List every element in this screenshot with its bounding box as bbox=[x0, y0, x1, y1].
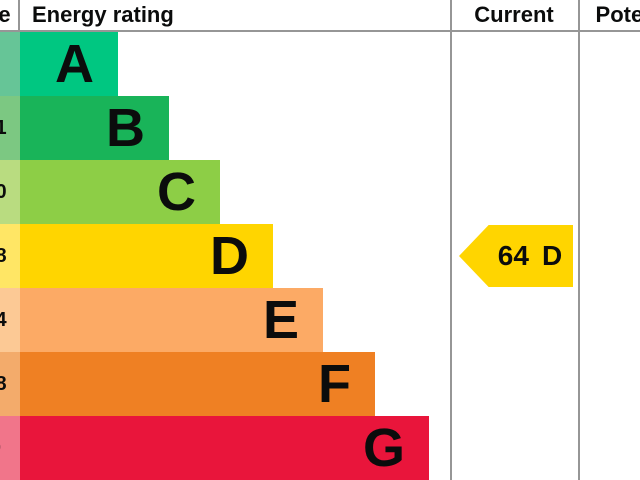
current-column-left-border bbox=[450, 0, 452, 480]
score-range-g: 1-20 bbox=[0, 437, 1, 460]
band-letter-a: A bbox=[55, 34, 94, 94]
band-row-c: 69-80 C bbox=[0, 160, 640, 224]
score-cell-e: 39-54 bbox=[0, 288, 20, 352]
band-bar-c: C bbox=[20, 160, 220, 224]
band-row-f: 21-38 F bbox=[0, 352, 640, 416]
score-range-e: 39-54 bbox=[0, 308, 7, 331]
score-range-d: 55-68 bbox=[0, 244, 7, 267]
band-letter-e: E bbox=[262, 290, 299, 350]
band-bar-f: F bbox=[20, 352, 375, 416]
band-letter-b: B bbox=[106, 98, 145, 158]
band-row-e: 39-54 E bbox=[0, 288, 640, 352]
band-letter-f: F bbox=[318, 354, 351, 414]
table-header: Score Energy rating Current Potential bbox=[0, 0, 640, 32]
band-row-d: 55-68 D bbox=[0, 224, 640, 288]
band-bar-e: E bbox=[20, 288, 323, 352]
score-cell-b: 81-91 bbox=[0, 96, 20, 160]
band-letter-g: G bbox=[362, 418, 405, 478]
current-column-header: Current bbox=[474, 2, 554, 27]
band-bar-a: A bbox=[20, 32, 118, 96]
band-letter-c: C bbox=[157, 162, 196, 222]
score-cell-c: 69-80 bbox=[0, 160, 20, 224]
score-cell-a: 92+ bbox=[0, 32, 20, 96]
current-rating-band: D bbox=[541, 240, 563, 271]
score-range-b: 81-91 bbox=[0, 116, 7, 139]
score-column-header: Score bbox=[0, 0, 20, 30]
current-column-right-border bbox=[578, 0, 580, 480]
score-range-f: 21-38 bbox=[0, 372, 7, 395]
score-range-c: 69-80 bbox=[0, 180, 7, 203]
band-row-a: 92+ A bbox=[0, 32, 640, 96]
current-rating-score: 64 bbox=[497, 240, 529, 271]
band-bar-d: D bbox=[20, 224, 273, 288]
energy-rating-column-header: Energy rating bbox=[32, 2, 174, 27]
band-row-b: 81-91 B bbox=[0, 96, 640, 160]
band-row-g: 1-20 G bbox=[0, 416, 640, 480]
band-bar-g: G bbox=[20, 416, 429, 480]
band-letter-d: D bbox=[210, 226, 249, 286]
score-cell-g: 1-20 bbox=[0, 416, 20, 480]
band-bar-b: B bbox=[20, 96, 169, 160]
score-cell-d: 55-68 bbox=[0, 224, 20, 288]
band-rows: 92+ A 81-91 B 69-80 C bbox=[0, 32, 640, 480]
potential-column-header: Potential bbox=[595, 2, 640, 27]
score-cell-f: 21-38 bbox=[0, 352, 20, 416]
